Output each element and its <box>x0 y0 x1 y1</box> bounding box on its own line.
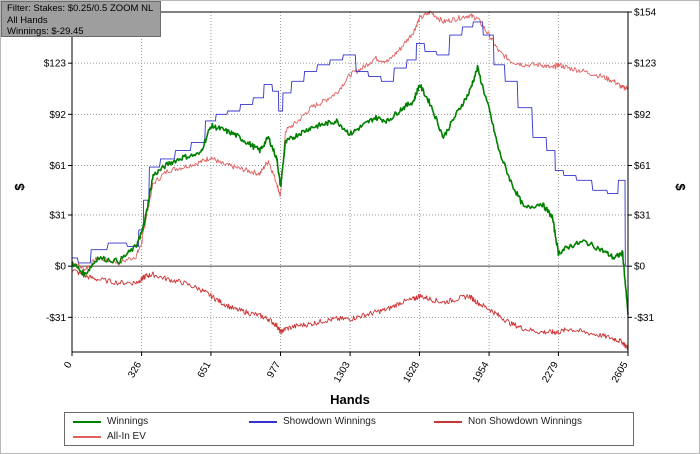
legend-item-nonshowdown: Non Showdown Winnings <box>434 416 582 427</box>
x-tick-label: 326 <box>126 360 144 380</box>
legend-item-winnings: Winnings <box>73 416 148 427</box>
legend-label-winnings: Winnings <box>107 416 149 427</box>
x-tick-label: 0 <box>62 360 75 371</box>
y-axis-title-left: $ <box>12 183 27 191</box>
y-tick-label-right: $31 <box>634 211 651 222</box>
y-tick-label-left: $0 <box>55 262 67 273</box>
y-tick-label-left: -$31 <box>46 313 66 324</box>
x-tick-label: 2605 <box>610 360 631 385</box>
filter-info-box: Filter: Stakes: $0.25/0.5 ZOOM NL All Ha… <box>1 1 161 37</box>
hands-filter-label: All Hands <box>7 14 48 26</box>
legend-label-nonshowdown: Non Showdown Winnings <box>468 416 582 427</box>
legend: Winnings Showdown Winnings Non Showdown … <box>64 412 634 446</box>
y-tick-label-right: $154 <box>634 8 657 19</box>
legend-item-showdown: Showdown Winnings <box>249 416 376 427</box>
legend-item-allin: All-In EV <box>73 431 146 442</box>
x-axis-title: Hands <box>330 392 370 407</box>
x-tick-label: 1303 <box>332 360 353 385</box>
y-tick-label-left: $92 <box>49 110 66 121</box>
y-tick-label-left: $31 <box>49 211 66 222</box>
legend-swatch-nonshowdown <box>434 420 462 423</box>
x-tick-label: 2279 <box>540 360 561 385</box>
x-tick-label: 651 <box>196 360 214 380</box>
legend-swatch-winnings <box>73 420 101 423</box>
series-line-winnings <box>71 64 629 315</box>
y-tick-label-right: $0 <box>634 262 646 273</box>
series-line-all-in-ev <box>71 10 629 272</box>
series-line-showdown-winnings <box>72 21 629 267</box>
legend-swatch-showdown <box>249 420 277 423</box>
plot-border <box>71 11 629 353</box>
legend-label-showdown: Showdown Winnings <box>283 416 376 427</box>
series-lines <box>71 10 629 350</box>
legend-label-allin: All-In EV <box>107 431 146 442</box>
y-tick-label-right: -$31 <box>634 313 654 324</box>
x-tick-label: 1628 <box>401 360 422 385</box>
x-tick-label: 1954 <box>471 360 492 385</box>
y-tick-label-right: $92 <box>634 110 651 121</box>
y-tick-label-right: $61 <box>634 161 651 172</box>
y-tick-label-right: $123 <box>634 59 657 70</box>
grid <box>72 12 628 352</box>
legend-swatch-allin <box>73 435 101 438</box>
y-axis-title-right: $ <box>673 183 688 191</box>
x-tick-label: 977 <box>265 360 283 380</box>
winnings-total-label: Winnings: $-29.45 <box>7 26 84 37</box>
y-tick-label-left: $61 <box>49 161 66 172</box>
filter-label: Filter: Stakes: $0.25/0.5 ZOOM NL <box>7 3 154 14</box>
series-line-non-showdown-winnings <box>71 269 629 350</box>
y-tick-label-left: $123 <box>44 59 67 70</box>
